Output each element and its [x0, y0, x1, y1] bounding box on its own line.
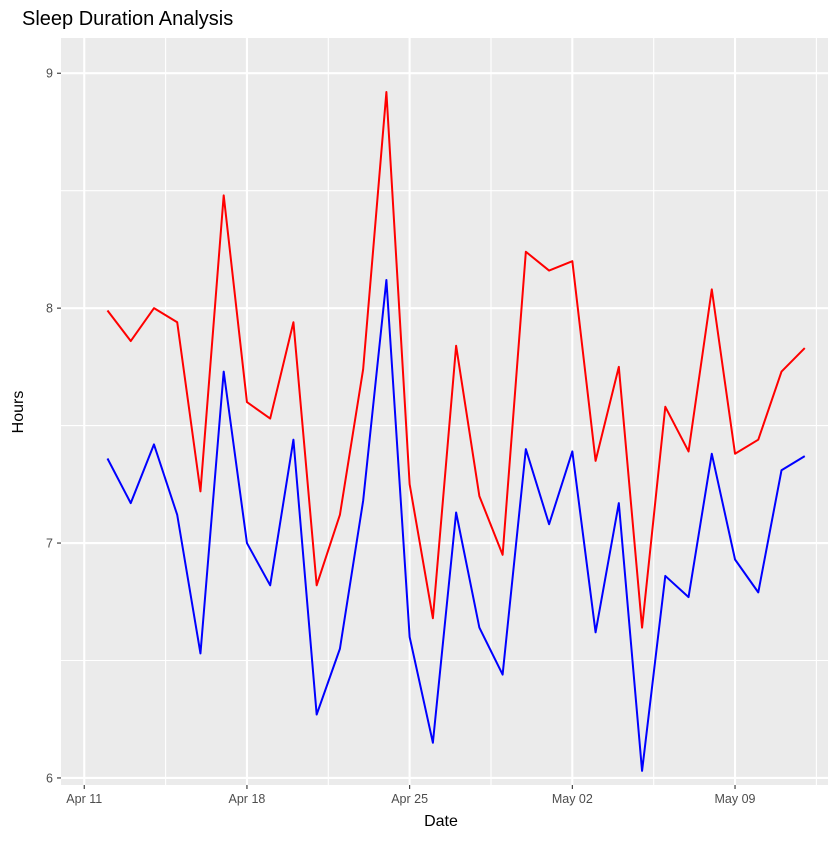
plot-panel: [61, 38, 828, 785]
x-tick-label: Apr 11: [66, 792, 102, 806]
y-axis-title: Hours: [10, 391, 27, 434]
axis-ticks: [57, 72, 736, 789]
y-axis-tick-labels: 6 7 8 9: [46, 67, 53, 786]
x-axis-tick-labels: Apr 11 Apr 18 Apr 25 May 02 May 09: [66, 792, 755, 806]
x-tick-label: May 09: [715, 792, 756, 806]
x-axis-title: Date: [424, 813, 458, 830]
y-tick-label: 7: [46, 537, 53, 551]
series-line-2: [106, 278, 806, 772]
major-gridlines: [61, 38, 828, 785]
x-tick-label: May 02: [552, 792, 593, 806]
series-line-1: [106, 91, 806, 629]
series-lines: [106, 91, 806, 772]
chart-title: Sleep Duration Analysis: [22, 8, 233, 30]
y-tick-label: 6: [46, 771, 53, 785]
minor-gridlines: [61, 38, 828, 785]
x-tick-label: Apr 18: [229, 792, 266, 806]
y-tick-label: 9: [46, 67, 53, 81]
y-tick-label: 8: [46, 302, 53, 316]
x-tick-label: Apr 25: [391, 792, 428, 806]
